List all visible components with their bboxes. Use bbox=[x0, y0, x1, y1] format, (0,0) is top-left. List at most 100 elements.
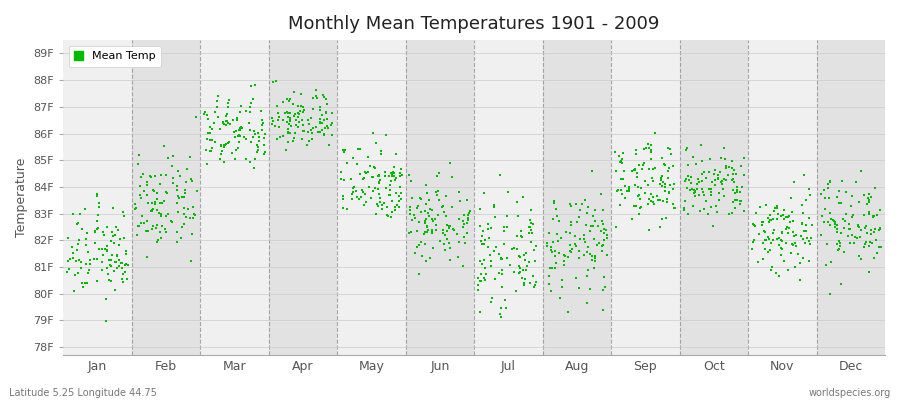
Point bbox=[835, 178, 850, 184]
Point bbox=[625, 168, 639, 174]
Point bbox=[235, 124, 249, 131]
Point bbox=[78, 261, 93, 267]
Point bbox=[266, 115, 280, 121]
Point bbox=[660, 196, 674, 202]
Point bbox=[232, 125, 247, 132]
Point bbox=[493, 256, 508, 262]
Point bbox=[761, 234, 776, 240]
Point bbox=[147, 188, 161, 194]
Point bbox=[406, 212, 420, 218]
Point bbox=[660, 199, 674, 206]
Point bbox=[666, 200, 680, 207]
Point bbox=[639, 144, 653, 151]
Point bbox=[186, 204, 201, 210]
Point bbox=[617, 183, 632, 190]
Point bbox=[707, 176, 722, 183]
Point bbox=[556, 251, 571, 258]
Point bbox=[832, 243, 847, 249]
Point bbox=[656, 179, 670, 186]
Point bbox=[112, 257, 126, 263]
Point bbox=[118, 269, 132, 276]
Point bbox=[821, 181, 835, 188]
Point bbox=[221, 96, 236, 103]
Point bbox=[306, 95, 320, 101]
Point bbox=[680, 184, 694, 191]
Point bbox=[382, 187, 397, 194]
Point bbox=[266, 78, 280, 85]
Point bbox=[483, 258, 498, 264]
Point bbox=[284, 123, 298, 129]
Point bbox=[171, 193, 185, 200]
Point bbox=[248, 156, 263, 162]
Point bbox=[798, 240, 813, 246]
Point bbox=[255, 122, 269, 128]
Point bbox=[346, 185, 360, 192]
Point bbox=[436, 202, 450, 209]
Point bbox=[622, 186, 636, 192]
Point bbox=[572, 248, 586, 254]
Point bbox=[216, 144, 230, 150]
Point bbox=[155, 200, 169, 206]
Point bbox=[802, 186, 816, 192]
Point bbox=[457, 221, 472, 227]
Point bbox=[315, 120, 329, 126]
Point bbox=[612, 202, 626, 208]
Point bbox=[244, 138, 258, 145]
Point bbox=[361, 154, 375, 160]
Point bbox=[719, 165, 733, 171]
Point bbox=[312, 107, 327, 113]
Point bbox=[554, 284, 569, 291]
Point bbox=[492, 172, 507, 178]
Point bbox=[414, 209, 428, 215]
Point bbox=[781, 214, 796, 220]
Point bbox=[563, 222, 578, 228]
Point bbox=[383, 178, 398, 184]
Point bbox=[231, 132, 246, 138]
Point bbox=[373, 198, 387, 205]
Point bbox=[310, 129, 325, 135]
Point bbox=[317, 117, 331, 124]
Point bbox=[781, 230, 796, 236]
Point bbox=[620, 188, 634, 194]
Point bbox=[547, 253, 562, 260]
Point bbox=[834, 281, 849, 288]
Point bbox=[320, 123, 335, 130]
Point bbox=[633, 205, 647, 211]
Point bbox=[413, 238, 428, 245]
Point bbox=[324, 122, 338, 128]
Point bbox=[243, 82, 257, 89]
Point bbox=[479, 271, 493, 277]
Point bbox=[577, 232, 591, 238]
Point bbox=[800, 235, 814, 241]
Point bbox=[577, 252, 591, 258]
Point bbox=[524, 206, 538, 213]
Point bbox=[500, 224, 514, 230]
Point bbox=[472, 258, 487, 264]
Point bbox=[233, 126, 248, 133]
Point bbox=[348, 188, 363, 194]
Point bbox=[845, 212, 859, 218]
Point bbox=[701, 210, 716, 217]
Point bbox=[586, 213, 600, 219]
Point bbox=[854, 227, 868, 234]
Point bbox=[509, 199, 524, 205]
Point bbox=[439, 228, 454, 234]
Point bbox=[770, 236, 785, 242]
Point bbox=[153, 172, 167, 178]
Point bbox=[428, 216, 443, 222]
Point bbox=[243, 109, 257, 116]
Point bbox=[680, 210, 695, 217]
Point bbox=[384, 173, 399, 180]
Point bbox=[529, 243, 544, 249]
Point bbox=[779, 224, 794, 230]
Point bbox=[81, 249, 95, 255]
Point bbox=[115, 208, 130, 215]
Point bbox=[153, 234, 167, 241]
Point bbox=[148, 200, 162, 206]
Point bbox=[336, 193, 350, 199]
Point bbox=[849, 179, 863, 185]
Point bbox=[836, 216, 850, 222]
Point bbox=[119, 251, 133, 257]
Point bbox=[96, 252, 111, 258]
Point bbox=[383, 191, 398, 198]
